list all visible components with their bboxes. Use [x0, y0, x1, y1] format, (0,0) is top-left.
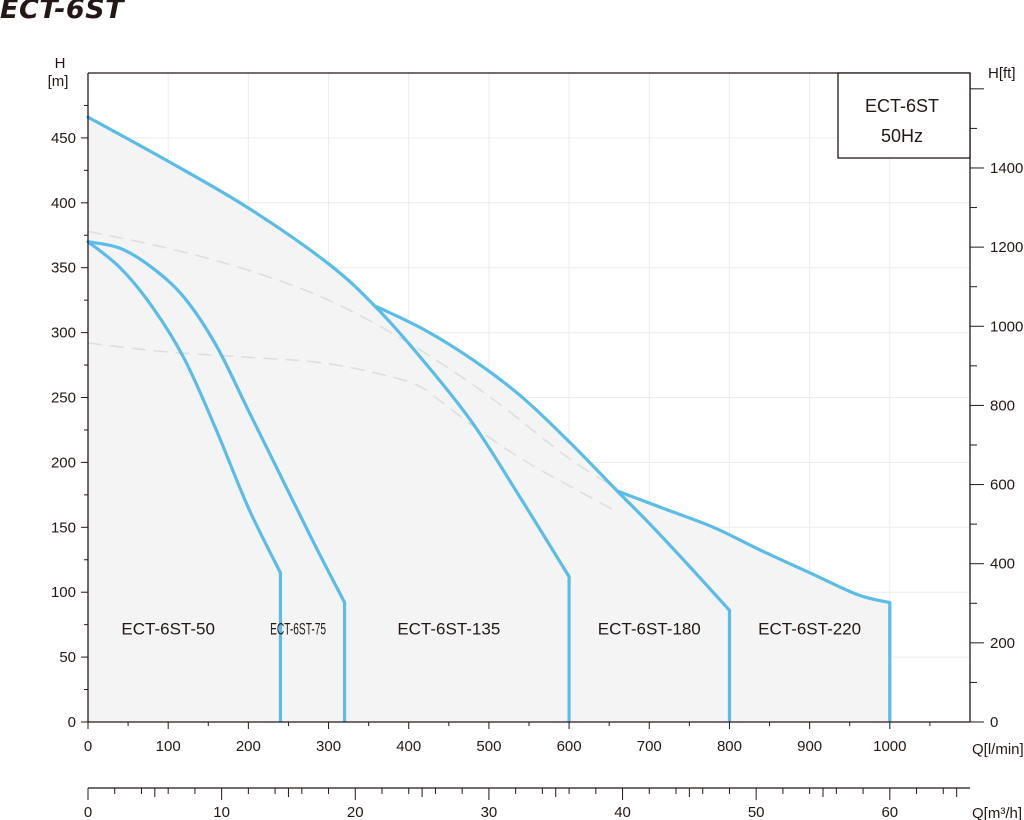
y2-axis-label: H[ft] — [988, 65, 1016, 82]
model-labels: ECT-6ST-50 ECT-6ST-75 ECT-6ST-135 ECT-6ST-1… — [121, 620, 861, 639]
model-label: ECT-6ST-220 — [758, 620, 861, 639]
efficiency-lines — [87, 230, 618, 513]
y-tick-label: 400 — [51, 195, 76, 212]
curve-ect-6st-50 — [86, 240, 283, 575]
x2-tick-label: 40 — [614, 804, 631, 820]
y-tick-label: 0 — [68, 714, 76, 731]
x2-tick-label: 10 — [213, 804, 230, 820]
efficiency-line — [87, 230, 618, 490]
curve-ect-6st-220 — [615, 489, 892, 605]
model-label: ECT-6ST-75 — [270, 620, 326, 639]
x2-tick-label: 60 — [881, 804, 898, 820]
model-label: ECT-6ST-50 — [121, 620, 215, 639]
curve-ect-6st-180 — [375, 305, 732, 612]
x-tick-label: 900 — [797, 738, 822, 755]
y-axis-label-h: H — [55, 55, 66, 72]
x-tick-label: 400 — [396, 738, 421, 755]
x-tick-label: 0 — [84, 738, 92, 755]
operating-envelope — [88, 117, 890, 722]
x-tick-label: 100 — [156, 738, 181, 755]
y-tick-label: 150 — [51, 519, 76, 536]
x2-tick-label: 0 — [84, 804, 92, 820]
y2-tick-label: 1400 — [990, 160, 1023, 177]
y-tick-label: 100 — [51, 584, 76, 601]
efficiency-line — [87, 342, 618, 513]
x-tick-label: 600 — [557, 738, 582, 755]
y2-tick-label: 800 — [990, 397, 1015, 414]
y-tick-label: 200 — [51, 454, 76, 471]
y-axis-label-unit: [m] — [48, 73, 69, 90]
x2-axis-label: Q[m³/h] — [972, 805, 1022, 820]
y2-tick-label: 0 — [990, 714, 998, 731]
y-tick-label: 300 — [51, 325, 76, 342]
legend-box: ECT-6ST 50Hz — [837, 72, 971, 159]
y2-tick-label: 200 — [990, 635, 1015, 652]
y2-tick-label: 400 — [990, 556, 1015, 573]
y-tick-label: 50 — [59, 649, 76, 666]
y2-tick-label: 600 — [990, 477, 1015, 494]
x2-tick-label: 20 — [347, 804, 364, 820]
pump-curves — [86, 115, 892, 722]
x2-tick-label: 30 — [481, 804, 498, 820]
x-tick-label: 500 — [476, 738, 501, 755]
y-tick-label: 350 — [51, 260, 76, 277]
x-tick-label: 300 — [316, 738, 341, 755]
x2-tick-label: 50 — [748, 804, 765, 820]
y-tick-label: 450 — [51, 130, 76, 147]
legend-frequency: 50Hz — [881, 126, 923, 146]
x-axis-label: Q[l/min] — [972, 741, 1024, 758]
y2-tick-label: 1000 — [990, 318, 1023, 335]
x-tick-label: 700 — [637, 738, 662, 755]
y-tick-label: 250 — [51, 390, 76, 407]
page-title: ECT-6ST — [0, 0, 125, 25]
x-tick-label: 800 — [717, 738, 742, 755]
legend-model: ECT-6ST — [865, 96, 939, 116]
y2-tick-label: 1200 — [990, 239, 1023, 256]
model-label: ECT-6ST-180 — [598, 620, 701, 639]
x-tick-label: 200 — [236, 738, 261, 755]
curve-ect-6st-75 — [86, 240, 347, 605]
x-tick-label: 1000 — [873, 738, 906, 755]
model-label: ECT-6ST-135 — [397, 620, 500, 639]
